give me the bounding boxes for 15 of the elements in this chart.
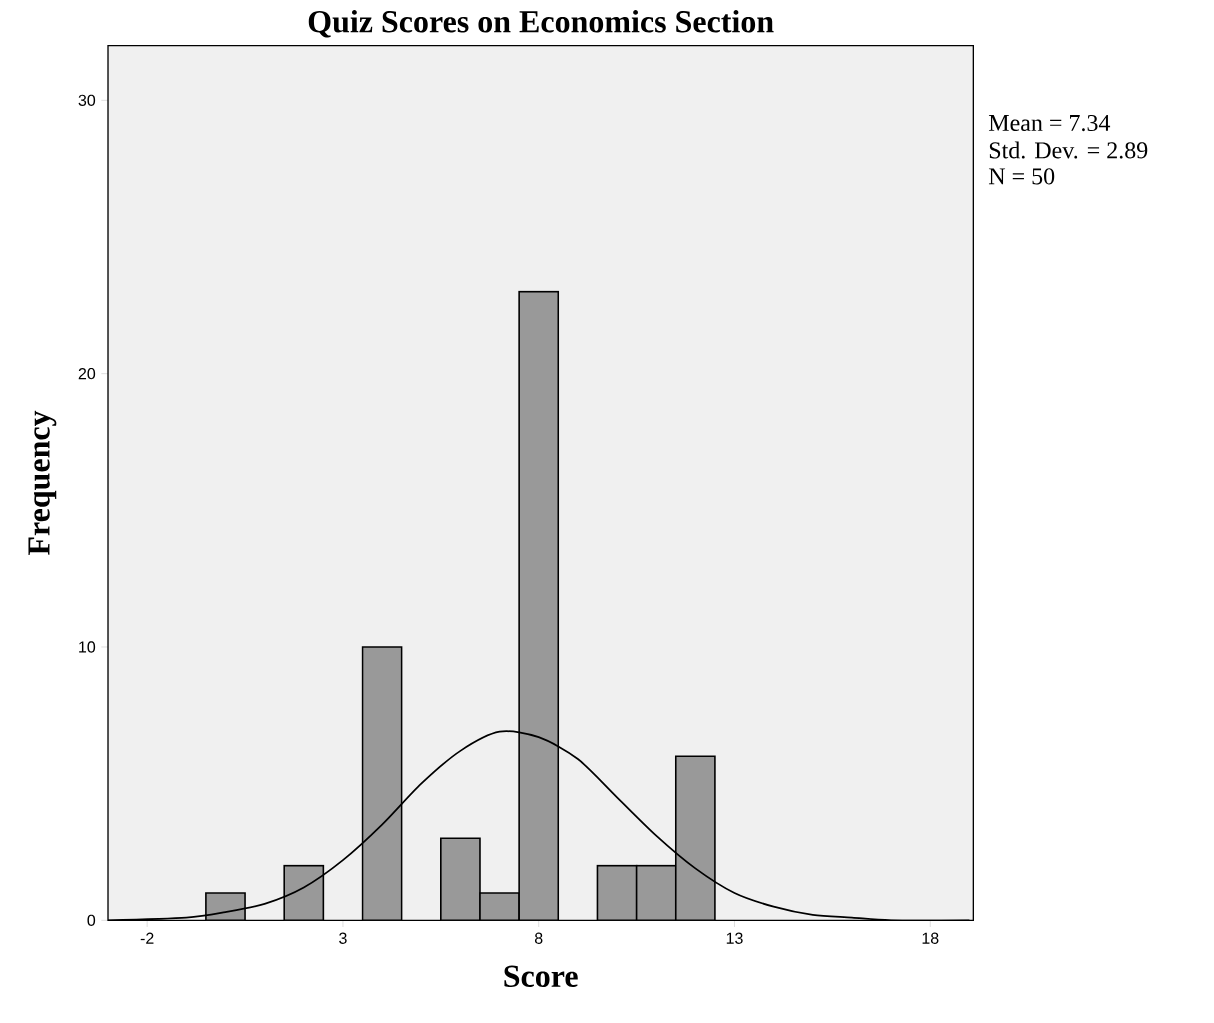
x-tick-label: 18 xyxy=(922,932,939,944)
y-tick-label: 0 xyxy=(87,914,96,926)
chart-title: Quiz Scores on Economics Section xyxy=(308,9,774,38)
x-tick-label: -2 xyxy=(140,932,154,944)
text: Mean = 7.34 xyxy=(988,114,1111,132)
x-tick-label: 13 xyxy=(726,932,743,944)
text: Std. Dev. = 2.89 xyxy=(989,141,1148,159)
y-axis-title: Frequency xyxy=(28,410,57,556)
x-axis-title: Score xyxy=(504,965,578,988)
text: N = 50 xyxy=(988,168,1055,185)
y-tick-label: 10 xyxy=(79,641,96,653)
y-tick-label: 30 xyxy=(78,94,96,106)
x-tick-label: 8 xyxy=(534,932,543,944)
y-tick-label: 20 xyxy=(78,367,96,380)
x-tick-label: 3 xyxy=(339,932,347,944)
